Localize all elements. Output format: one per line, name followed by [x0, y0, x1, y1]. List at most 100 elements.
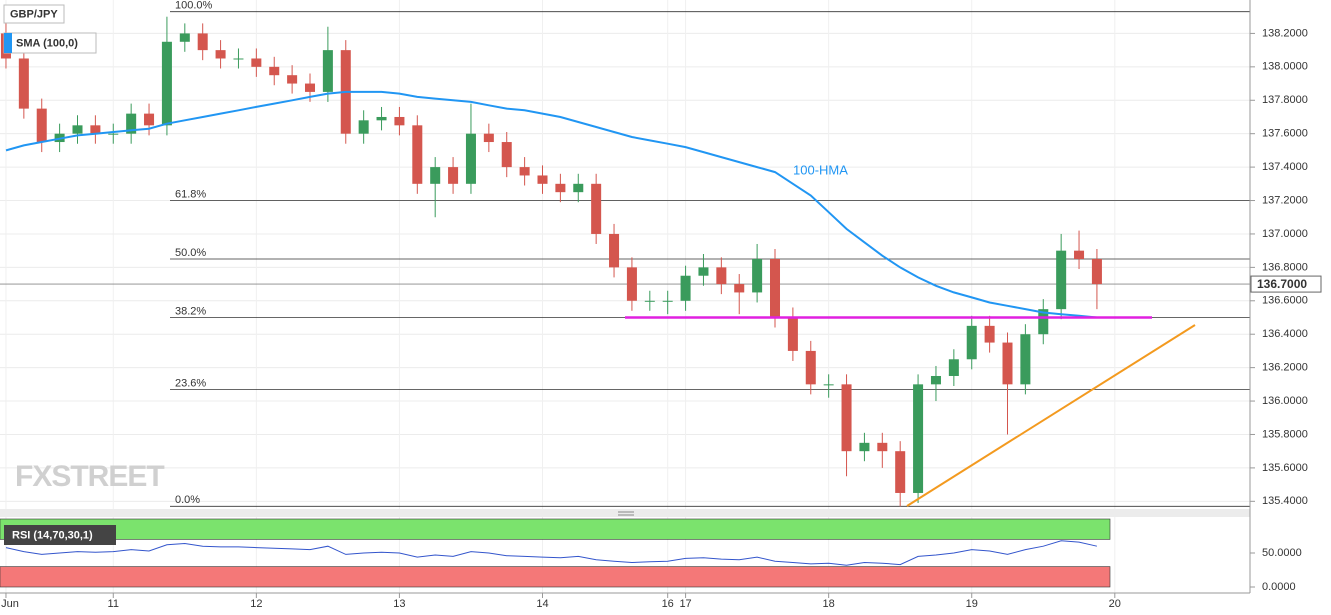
candle-body	[1056, 250, 1067, 310]
x-tick-label: 20	[1109, 598, 1121, 610]
candle-body	[322, 50, 333, 92]
hma-line	[5, 90, 1097, 319]
y-tick-label: 136.4000	[1262, 328, 1308, 340]
y-tick-label: 135.4000	[1262, 495, 1308, 507]
candle-body	[716, 267, 727, 285]
candle-body	[573, 183, 584, 193]
last-price-label: 136.7000	[1257, 277, 1307, 291]
candle-body	[519, 167, 530, 176]
y-tick-label: 138.2000	[1262, 27, 1308, 39]
rsi-layer: 0.0000 50.0000	[0, 518, 1302, 593]
candle-body	[72, 125, 83, 134]
candle-body	[752, 259, 763, 293]
y-tick-label: 135.6000	[1262, 462, 1308, 474]
indicator-swatch	[4, 33, 12, 53]
candle-body	[501, 142, 512, 168]
oversold-zone	[0, 566, 1111, 588]
candle-body	[877, 442, 888, 452]
candle-body	[448, 167, 459, 184]
candle-body	[626, 267, 637, 301]
x-tick-label: 13	[393, 598, 405, 610]
candle-body	[823, 384, 834, 386]
candle-body	[465, 133, 476, 184]
candle-body	[1002, 342, 1013, 385]
y-tick-label: 137.4000	[1262, 161, 1308, 173]
symbol-label: GBP/JPY	[10, 8, 58, 20]
candle-body	[1074, 250, 1085, 260]
candle-body	[805, 350, 816, 385]
rsi-tick-label: 50.0000	[1262, 547, 1302, 559]
candle-body	[304, 83, 316, 92]
rsi-title: RSI (14,70,30,1)	[12, 529, 93, 541]
candle-body	[662, 300, 673, 302]
candle-body	[36, 108, 47, 143]
fib-label: 23.6%	[175, 377, 206, 389]
candle-body	[609, 233, 620, 268]
y-tick-label: 136.8000	[1262, 261, 1308, 273]
candle-body	[161, 41, 172, 126]
candle-body	[412, 125, 423, 184]
y-tick-label: 135.8000	[1262, 428, 1308, 440]
fib-label: 38.2%	[175, 305, 206, 317]
x-tick-label: 18	[823, 598, 835, 610]
candle-body	[787, 317, 798, 351]
panel-divider	[0, 509, 1250, 517]
candle-body	[895, 451, 906, 493]
candle-body	[18, 58, 29, 109]
candle-body	[984, 325, 995, 343]
candle-body	[841, 384, 852, 452]
y-tick-label: 137.6000	[1262, 128, 1308, 140]
candle-body	[108, 133, 119, 135]
candle-body	[680, 275, 691, 301]
axes-layer: 135.4000 135.6000 135.8000 136.0000 136.2000…	[1, 27, 1322, 610]
overbought-zone	[0, 518, 1111, 540]
candle-body	[179, 33, 190, 42]
candle-body	[197, 33, 208, 51]
fib-label: 100.0%	[175, 0, 213, 12]
rsi-tick-label: 0.0000	[1262, 581, 1296, 593]
candle-body	[376, 116, 387, 121]
candle-body	[1020, 334, 1031, 385]
candle-body	[430, 167, 441, 184]
candle-body	[913, 384, 924, 493]
candle-body	[948, 359, 959, 376]
candle-body	[555, 183, 566, 193]
y-tick-label: 136.2000	[1262, 362, 1308, 374]
candle-body	[233, 58, 244, 60]
candle-body	[734, 284, 745, 293]
x-tick-label: Jun	[1, 598, 19, 610]
candle-body	[269, 66, 280, 76]
candle-body	[126, 113, 137, 134]
y-tick-label: 137.0000	[1262, 228, 1308, 240]
x-tick-label: 19	[966, 598, 978, 610]
candle-body	[966, 325, 977, 360]
candle-body	[358, 120, 369, 134]
watermark: FXSTREET	[15, 460, 164, 493]
candle-body	[287, 75, 298, 84]
last-price-box	[1250, 275, 1322, 293]
candle-body	[394, 116, 405, 126]
fib-label: 61.8%	[175, 188, 206, 200]
rsi-line	[5, 540, 1098, 566]
x-tick-label: 17	[679, 598, 691, 610]
candle-body	[483, 133, 494, 143]
candle-body	[144, 113, 155, 126]
candle-body	[251, 58, 262, 67]
y-tick-label: 137.2000	[1262, 194, 1308, 206]
y-tick-label: 136.0000	[1262, 395, 1308, 407]
fib-label: 0.0%	[175, 494, 200, 506]
candle-body	[859, 442, 870, 452]
y-tick-label: 137.8000	[1262, 94, 1308, 106]
candle-body	[769, 259, 781, 318]
fib-label: 50.0%	[175, 247, 206, 259]
candle-body	[90, 125, 101, 134]
hma-annotation: 100-HMA	[793, 162, 848, 177]
candle-body	[591, 183, 602, 234]
rsi-title-box	[4, 525, 116, 545]
indicator-label: SMA (100,0)	[16, 37, 78, 49]
fibonacci-layer: 100.0% 61.8% 50.0% 38.2% 23.6% 0.0%	[0, 0, 1250, 507]
x-tick-label: 12	[250, 598, 262, 610]
candle-body	[215, 50, 226, 59]
candle-body	[930, 375, 941, 385]
